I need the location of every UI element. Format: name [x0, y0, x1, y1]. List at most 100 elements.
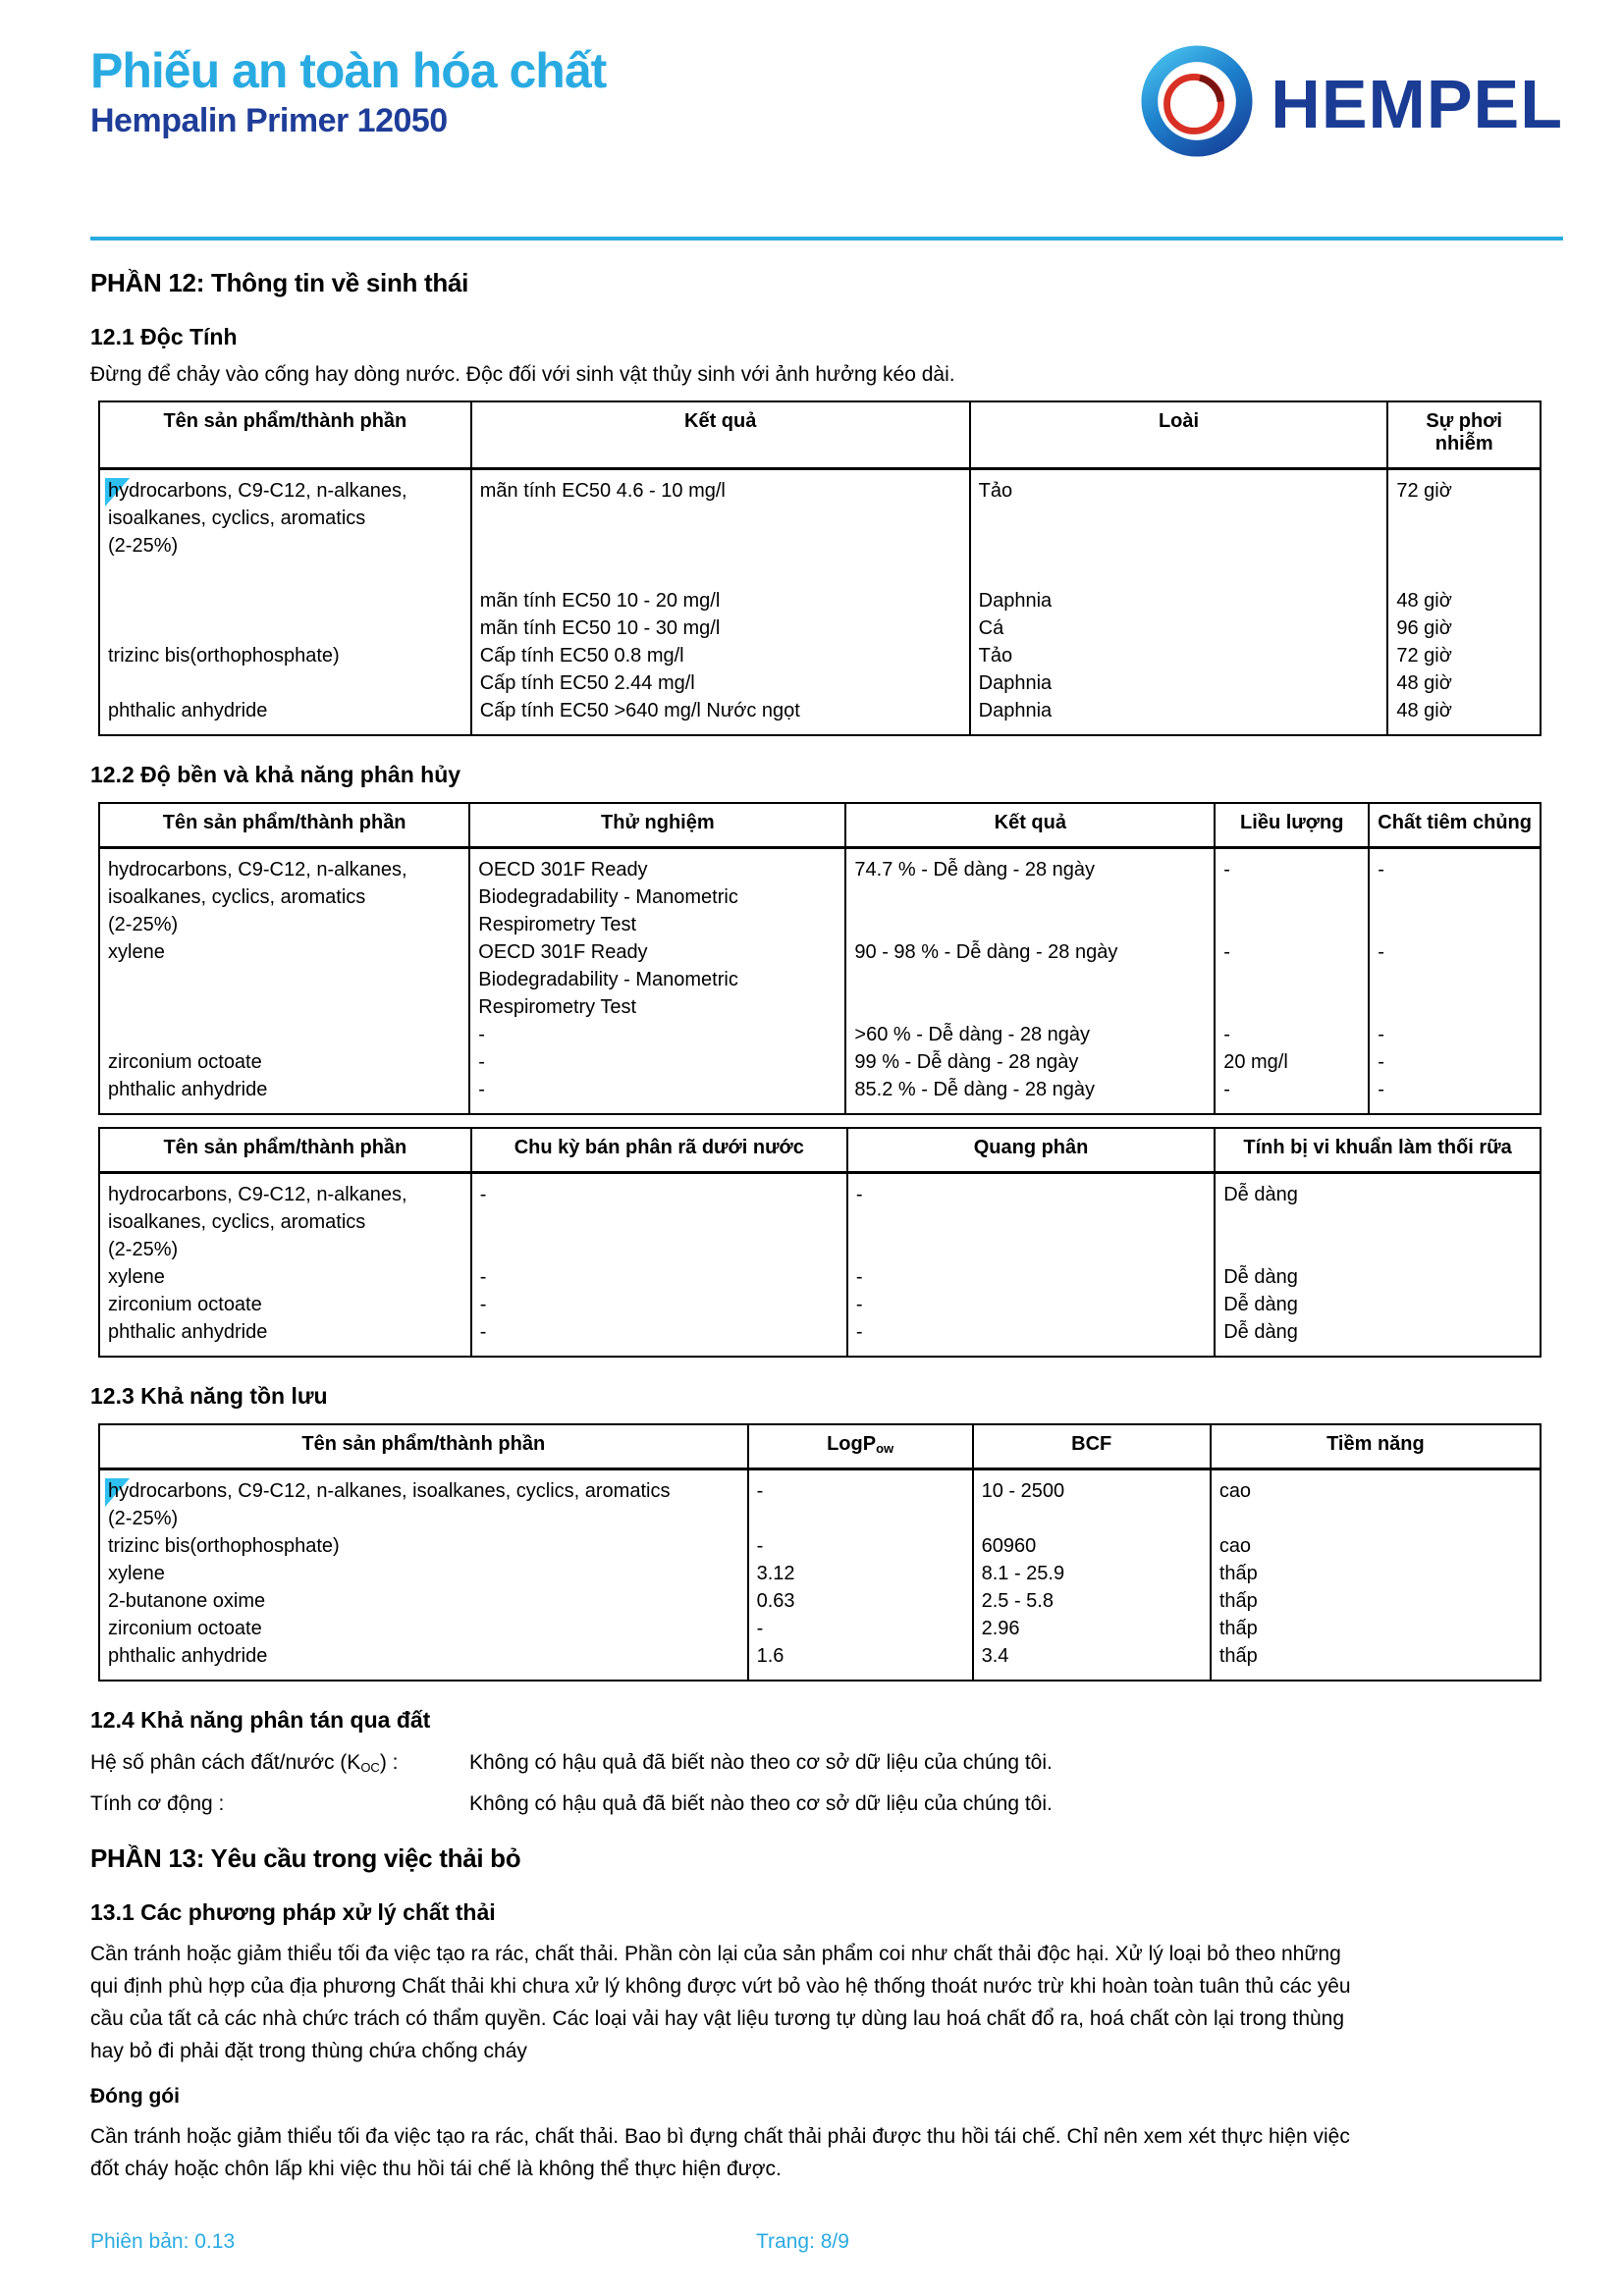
cell-line: Biodegradability - Manometric: [478, 886, 738, 908]
cell-line: [979, 532, 1380, 560]
cell-line: zirconium octoate: [108, 1051, 262, 1073]
packaging-heading: Đóng gói: [90, 2085, 180, 2108]
column-header: Liều lượng: [1214, 802, 1371, 849]
cell-line: -: [1378, 859, 1384, 881]
cell-line: [854, 966, 1206, 993]
cell-line: phthalic anhydride: [108, 1321, 268, 1343]
table-cell: hydrocarbons, C9-C12, n-alkanes, isoalkan…: [98, 1171, 472, 1358]
cell-line: trizinc bis(orthophosphate): [108, 645, 340, 667]
cell-line: thấp: [1218, 1645, 1258, 1667]
column-header: Kết quả: [844, 802, 1217, 849]
cell-line: 2.96: [981, 1618, 1020, 1639]
cell-line: [1219, 1505, 1532, 1532]
page-number: Trang: 8/9: [756, 2230, 849, 2253]
cell-line: isoalkanes, cyclics, aromatics: [108, 507, 366, 529]
cell-line: -: [1223, 859, 1230, 881]
subsection-13-1-title: 13.1 Các phương pháp xử lý chất thải: [90, 1899, 496, 1925]
cell-line: [982, 1505, 1202, 1532]
table-cell: 74.7 % - Dễ dàng - 28 ngày 90 - 98 % - D…: [844, 846, 1217, 1115]
packaging-paragraph: Cần tránh hoặc giảm thiểu tối đa việc tạ…: [90, 2120, 1563, 2185]
cell-line: 0.63: [756, 1590, 795, 1612]
cell-line: hydrocarbons, C9-C12, n-alkanes,: [108, 859, 407, 881]
degradability-table-grid: Tên sản phẩm/thành phần Thử nghiệm Kết quả…: [97, 802, 1542, 1115]
section-12-title: PHẦN 12: Thông tin về sinh thái: [90, 268, 469, 297]
header-divider-rule: [90, 237, 1563, 240]
cell-line: -: [1223, 941, 1230, 963]
cell-line: 3.4: [981, 1645, 1009, 1667]
subsection-12-3-title: 12.3 Khả năng tồn lưu: [90, 1383, 328, 1409]
table-cell: hydrocarbons, C9-C12, n-alkanes, isoalka…: [98, 1468, 749, 1682]
cell-line: >60 % - Dễ dàng - 28 ngày: [854, 1024, 1091, 1045]
doc-title: Phiếu an toàn hóa chất: [90, 43, 607, 98]
cell-line: [480, 532, 961, 560]
cell-line: xylene: [108, 1563, 165, 1584]
column-header: Tính bị vi khuẩn làm thối rữa: [1214, 1127, 1542, 1174]
cell-line: [854, 883, 1206, 911]
product-title: Hempalin Primer 12050: [90, 102, 448, 139]
selection-highlight-mark: hy: [108, 480, 130, 502]
column-header: BCF: [971, 1423, 1212, 1470]
column-header: Tên sản phẩm/thành phần: [97, 802, 471, 849]
cell-line: Daphnia: [978, 590, 1053, 612]
subsection-12-2-title: 12.2 Độ bền và khả năng phân hủy: [90, 762, 461, 787]
table-cell: mãn tính EC50 4.6 - 10 mg/l mãn tính EC5…: [469, 467, 971, 736]
mobility-value: Không có hậu quả đã biết nào theo cơ sở …: [469, 1792, 1053, 1815]
table-cell: 10 - 2500 60960 8.1 - 25.9 2.5 - 5.8 2.96 3.…: [971, 1468, 1212, 1682]
cell-line: 48 giờ: [1396, 672, 1452, 694]
text-line: hay bỏ đi phải đặt trong thùng chứa chốn…: [90, 2040, 527, 2062]
column-header: Tên sản phẩm/thành phần: [98, 400, 472, 470]
cell-line: Dễ dàng: [1223, 1266, 1298, 1288]
cell-line: phthalic anhydride: [108, 700, 268, 721]
cell-line: (2-25%): [108, 535, 179, 557]
cell-line: [108, 669, 462, 697]
cell-line: thấp: [1218, 1590, 1258, 1612]
cell-line: [108, 614, 462, 642]
cell-line: [1378, 966, 1532, 993]
column-header: LogPow: [746, 1423, 974, 1470]
column-header: Chất tiêm chủng: [1368, 802, 1542, 849]
cell-line: Dễ dàng: [1223, 1184, 1298, 1205]
cell-line: cao: [1218, 1535, 1252, 1557]
cell-line: -: [1223, 1024, 1230, 1045]
cell-line: 20 mg/l: [1223, 1051, 1288, 1073]
cell-line: (2-25%): [108, 914, 179, 935]
cell-line: thấp: [1218, 1563, 1258, 1584]
cell-line: -: [855, 1184, 863, 1205]
cell-line: [1223, 911, 1360, 938]
koc-row: Hệ số phân cách đất/nước (KOC) : Không c…: [90, 1751, 1563, 1775]
section-13-title: PHẦN 13: Yêu cầu trong việc thải bỏ: [90, 1843, 521, 1873]
cell-line: [1396, 560, 1532, 587]
cell-line: -: [478, 1051, 485, 1073]
cell-line: Tảo: [978, 645, 1013, 667]
subsection-12-1-title: 12.1 Độc Tính: [90, 324, 238, 349]
cell-line: [856, 1236, 1206, 1263]
cell-line: cao: [1218, 1480, 1252, 1502]
cell-line: -: [479, 1266, 487, 1288]
bioaccumulation-table-grid: Tên sản phẩm/thành phần LogPow BCF Tiềm năn…: [98, 1423, 1542, 1682]
cell-line: [854, 911, 1206, 938]
cell-line: [1223, 1208, 1532, 1236]
cell-line: -: [478, 1024, 485, 1045]
cell-line: [979, 560, 1380, 587]
cell-line: [1223, 993, 1360, 1021]
hempel-logo-icon: [1139, 43, 1255, 164]
table-cell: - - - -: [845, 1171, 1217, 1358]
column-header: Tiềm năng: [1209, 1423, 1542, 1470]
text-line: qui định phù hợp của địa phương Chất thả…: [90, 1975, 1351, 1998]
table-cell: - - - - -: [1368, 846, 1542, 1115]
cell-line: -: [479, 1321, 487, 1343]
cell-line: mãn tính EC50 10 - 30 mg/l: [479, 617, 721, 639]
cell-line: trizinc bis(orthophosphate): [108, 1535, 340, 1557]
mobility-row: Tính cơ động : Không có hậu quả đã biết …: [90, 1792, 1563, 1816]
cell-line: hydrocarbons, C9-C12, n-alkanes, isoalka…: [108, 1480, 671, 1502]
column-header: Tên sản phẩm/thành phần: [98, 1127, 472, 1174]
cell-line: -: [855, 1321, 863, 1343]
cell-line: 90 - 98 % - Dễ dàng - 28 ngày: [854, 941, 1118, 963]
cell-line: [979, 505, 1380, 532]
column-header: Thử nghiệm: [468, 802, 847, 849]
cell-line: 48 giờ: [1396, 590, 1452, 612]
cell-line: Respirometry Test: [478, 914, 637, 935]
column-header: Sự phơi nhiễm: [1386, 400, 1542, 470]
cell-line: [108, 993, 460, 1021]
cell-line: -: [479, 1184, 487, 1205]
